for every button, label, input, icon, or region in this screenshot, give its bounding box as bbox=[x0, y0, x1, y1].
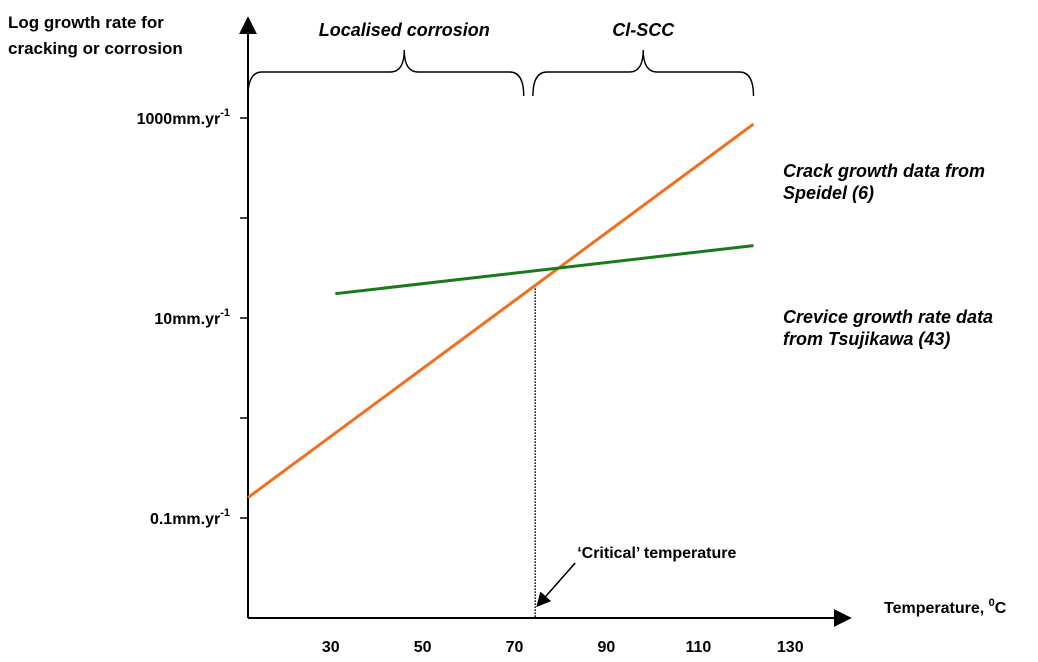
region-brace bbox=[532, 49, 755, 97]
y-tick-label: 1000mm.yr-1 bbox=[137, 107, 230, 128]
critical-temperature-label: ‘Critical’ temperature bbox=[577, 545, 736, 562]
y-tick-label-exponent: -1 bbox=[220, 507, 230, 519]
x-axis-label-unit: C bbox=[995, 600, 1007, 617]
x-tick-label: 50 bbox=[414, 639, 432, 656]
x-ticks-layer: 30 50 70 90 110 130 bbox=[322, 639, 804, 656]
series-label-line: Speidel (6) bbox=[783, 183, 874, 203]
x-tick-label: 70 bbox=[506, 639, 524, 656]
critical-temperature-arrow bbox=[536, 562, 576, 608]
series-layer: Crack growth data from Speidel (6) Crevice… bbox=[247, 122, 993, 499]
region-label: Cl-SCC bbox=[612, 20, 675, 40]
critical-temperature-layer: ‘Critical’ temperature bbox=[534, 285, 736, 618]
x-tick-label: 130 bbox=[777, 639, 804, 656]
series-label: Crack growth data from Speidel (6) bbox=[783, 161, 985, 203]
x-axis-label: Temperature, 0C bbox=[884, 597, 1007, 617]
y-tick-label: 0.1mm.yr-1 bbox=[150, 507, 230, 528]
series-label-line: from Tsujikawa (43) bbox=[783, 329, 950, 349]
y-axis-label: Log growth rate for cracking or corrosio… bbox=[8, 13, 183, 58]
y-tick-label-exponent: -1 bbox=[220, 307, 230, 319]
regions-layer: Localised corrosion Cl-SCC bbox=[247, 20, 755, 97]
y-tick-label-text: 10mm.yr bbox=[154, 311, 220, 328]
series-label-line: Crevice growth rate data bbox=[783, 307, 993, 327]
series-label-line: Crack growth data from bbox=[783, 161, 985, 181]
series-label: Crevice growth rate data from Tsujikawa (… bbox=[783, 307, 993, 349]
y-tick-label-text: 1000mm.yr bbox=[137, 111, 221, 128]
x-tick-label: 30 bbox=[322, 639, 340, 656]
y-tick-label: 10mm.yr-1 bbox=[154, 307, 230, 328]
y-axis-label-line-1: Log growth rate for bbox=[8, 13, 164, 32]
y-tick-label-exponent: -1 bbox=[220, 107, 230, 119]
x-tick-label: 90 bbox=[598, 639, 616, 656]
crevice-growth-line bbox=[335, 244, 754, 296]
x-tick-label: 110 bbox=[685, 639, 711, 656]
y-axis-label-line-2: cracking or corrosion bbox=[8, 39, 183, 58]
y-tick-label-text: 0.1mm.yr bbox=[150, 511, 220, 528]
x-axis-label-text: Temperature, bbox=[884, 600, 989, 617]
region-brace bbox=[247, 49, 525, 97]
crack-growth-line bbox=[247, 122, 755, 499]
x-axis-label-degree: 0 bbox=[989, 597, 995, 609]
region-label: Localised corrosion bbox=[319, 20, 490, 40]
